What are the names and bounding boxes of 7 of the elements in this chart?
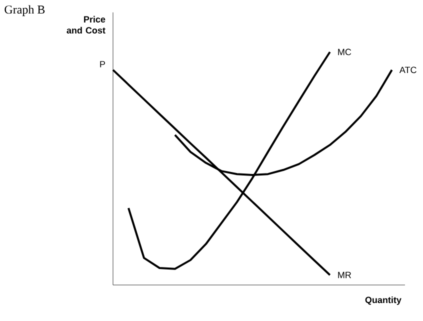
y-axis-title: Price and Cost: [66, 16, 106, 34]
chart-title: Graph B: [4, 5, 45, 16]
text: P: [100, 61, 106, 68]
series-label: ATC: [399, 66, 416, 74]
series-label: MR: [338, 272, 352, 278]
series-label: MC: [338, 48, 352, 56]
x-axis-title: Quantity: [365, 296, 402, 305]
